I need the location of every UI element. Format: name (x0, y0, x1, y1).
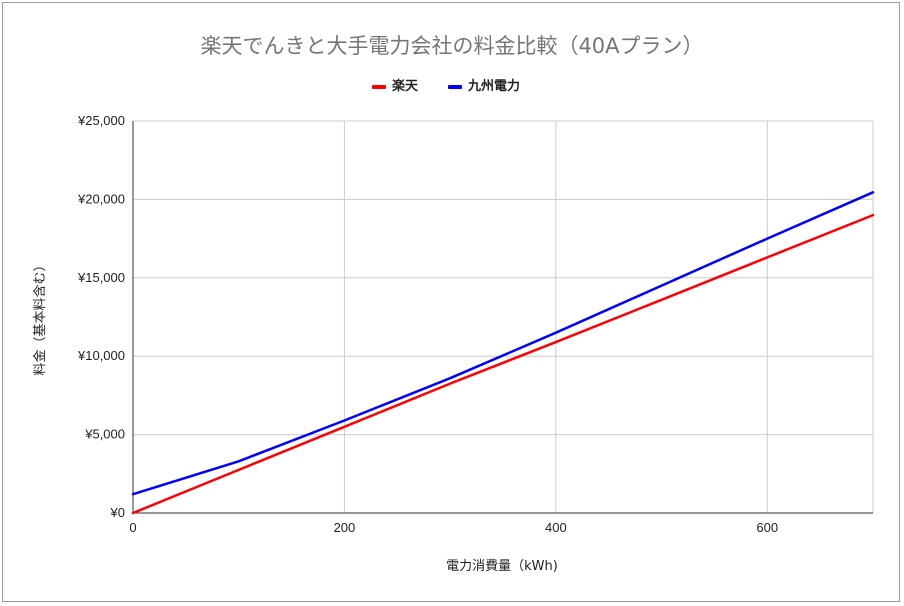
y-tick-label: ¥15,000 (77, 270, 125, 285)
y-tick-label: ¥25,000 (77, 113, 125, 128)
series-line (131, 191, 875, 496)
legend-swatch (372, 85, 386, 89)
legend-swatch (448, 85, 462, 89)
legend-label: 楽天 (391, 78, 419, 94)
y-axis-title: 料金（基本料含む） (32, 258, 48, 375)
gridlines (133, 120, 874, 513)
series-lines (131, 191, 875, 515)
x-tick-label: 0 (129, 520, 136, 535)
axes (132, 121, 873, 514)
x-axis-title: 電力消費量（kWh) (446, 559, 558, 574)
chart-title: 楽天でんきと大手電力会社の料金比較（40Aプラン） (200, 34, 703, 58)
y-tick-label: ¥20,000 (77, 191, 125, 206)
y-tick-label: ¥0 (110, 505, 125, 520)
legend-label: 九州電力 (467, 78, 520, 94)
tick-labels: ¥0 ¥5,000 ¥10,000 ¥15,000 ¥20,000 ¥25,000 0 200… (77, 113, 778, 535)
x-tick-label: 400 (545, 520, 567, 535)
y-tick-label: ¥5,000 (84, 427, 125, 442)
legend: 楽天 九州電力 (372, 78, 520, 94)
x-tick-label: 200 (334, 520, 356, 535)
y-tick-label: ¥10,000 (77, 348, 125, 363)
x-tick-label: 600 (756, 520, 778, 535)
series-line (131, 213, 875, 515)
